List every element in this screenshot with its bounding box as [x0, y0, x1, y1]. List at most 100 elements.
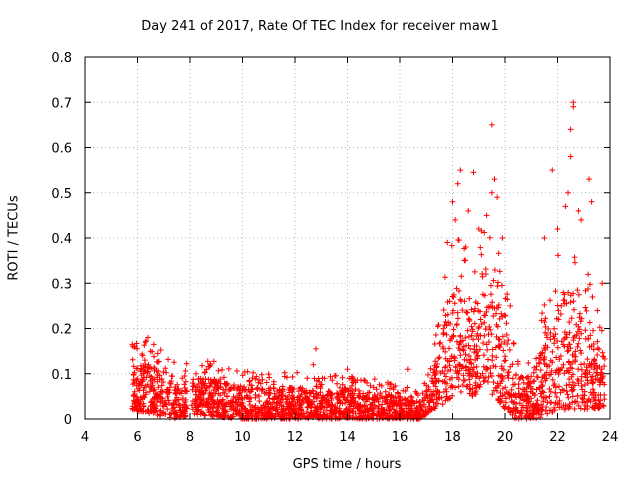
data-point [495, 250, 502, 257]
data-point [486, 324, 492, 330]
data-point [593, 402, 600, 408]
data-point [564, 391, 571, 398]
data-point [140, 370, 147, 377]
data-point [427, 365, 434, 372]
data-point [472, 305, 478, 312]
data-point [496, 336, 503, 343]
data-point [294, 369, 300, 376]
data-point [443, 331, 450, 338]
data-point [597, 392, 604, 398]
data-point [183, 388, 189, 395]
data-point [573, 332, 580, 338]
data-point [470, 169, 477, 176]
data-point [384, 399, 390, 406]
data-point [504, 341, 510, 347]
data-point [576, 326, 583, 333]
data-point [581, 406, 588, 413]
data-point [198, 383, 205, 389]
data-point [460, 377, 467, 384]
x-tick-label: 12 [287, 430, 304, 445]
data-point [136, 381, 143, 387]
y-tick-label: 0.7 [51, 96, 72, 111]
data-point [165, 356, 171, 363]
data-point [567, 364, 574, 371]
data-point [435, 400, 441, 407]
data-point [533, 415, 539, 422]
data-point [376, 408, 382, 415]
data-point [214, 404, 220, 410]
data-point [457, 296, 464, 303]
data-point [151, 341, 157, 348]
data-point [181, 381, 188, 388]
data-point [489, 189, 495, 196]
data-point [162, 398, 168, 404]
data-point [385, 405, 392, 411]
data-point [528, 383, 534, 390]
data-point [474, 370, 481, 376]
data-point [136, 387, 143, 394]
data-point [538, 411, 545, 418]
x-axis-ticks: 4 6 8 10 12 14 16 18 20 22 24 [81, 57, 618, 445]
data-point [408, 394, 415, 401]
data-point [524, 375, 530, 381]
data-point [256, 393, 262, 399]
data-point [367, 382, 374, 389]
data-point [271, 413, 278, 419]
data-point [437, 370, 444, 376]
data-point [174, 381, 180, 388]
data-point [159, 388, 165, 395]
data-point [449, 199, 456, 205]
data-point [576, 291, 582, 298]
data-point [440, 331, 447, 337]
data-point [194, 411, 201, 418]
data-point [543, 369, 550, 376]
data-point [256, 377, 262, 383]
data-point [288, 402, 295, 408]
data-point [131, 398, 138, 405]
data-point [508, 398, 515, 405]
data-point [216, 411, 222, 417]
data-point [264, 400, 271, 407]
data-point [582, 370, 589, 377]
data-point [538, 401, 544, 408]
data-point [457, 352, 464, 359]
data-point [258, 406, 265, 412]
y-tick-label: 0.3 [51, 277, 72, 292]
data-point [533, 366, 539, 373]
data-point [582, 382, 588, 388]
data-point [171, 404, 177, 411]
data-point [478, 251, 485, 258]
data-point [444, 239, 451, 246]
data-point [436, 354, 443, 361]
data-point [489, 346, 496, 353]
data-point [388, 381, 394, 388]
data-point [327, 373, 334, 380]
x-tick-label: 20 [497, 430, 514, 445]
data-point [249, 382, 255, 389]
data-point [474, 331, 481, 337]
data-point [358, 377, 364, 384]
data-point [370, 411, 376, 417]
data-point [471, 308, 477, 315]
data-point [450, 294, 457, 300]
data-point [377, 390, 384, 396]
data-point [544, 344, 551, 350]
data-point [295, 410, 302, 417]
data-point [542, 375, 548, 382]
data-point [258, 404, 264, 411]
data-point [395, 390, 402, 397]
data-point [589, 392, 595, 398]
data-point [189, 380, 196, 386]
data-point [500, 347, 507, 354]
data-point [504, 291, 510, 297]
data-point [219, 405, 226, 412]
data-point [154, 350, 161, 357]
data-point [552, 288, 559, 294]
data-point [472, 269, 478, 275]
data-point [162, 411, 169, 417]
data-point [375, 406, 381, 412]
data-point [147, 373, 153, 379]
data-point [477, 381, 484, 388]
data-point [275, 395, 281, 402]
data-point [537, 367, 544, 373]
